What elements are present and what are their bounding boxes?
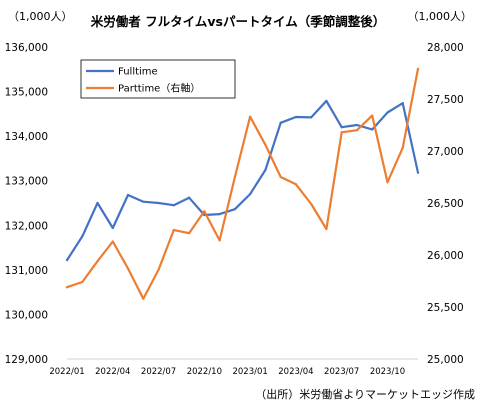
data-point-fulltime	[96, 201, 99, 205]
data-point-parttime	[142, 297, 145, 300]
data-point-parttime	[355, 129, 359, 132]
data-point-fulltime	[416, 171, 420, 174]
left-tick-label: 130,000	[5, 309, 48, 321]
data-point-fulltime	[355, 123, 359, 127]
x-tick-label: 2023/04	[278, 367, 313, 377]
data-point-parttime	[81, 280, 84, 284]
data-point-fulltime	[249, 192, 252, 196]
data-point-fulltime	[340, 126, 343, 129]
data-point-parttime	[233, 175, 236, 179]
data-point-fulltime	[126, 193, 130, 197]
data-point-parttime	[340, 131, 343, 134]
legend-label-fulltime: Fulltime	[118, 67, 158, 78]
data-point-fulltime	[279, 121, 282, 124]
x-tick-label: 2023/07	[324, 367, 359, 377]
data-point-fulltime	[371, 128, 374, 131]
right-tick-label: 25,000	[427, 354, 464, 366]
data-point-parttime	[416, 67, 420, 70]
data-point-fulltime	[81, 235, 84, 238]
data-point-fulltime	[218, 213, 221, 216]
left-tick-label: 129,000	[5, 354, 48, 366]
data-point-parttime	[65, 286, 69, 289]
x-tick-label: 2023/10	[370, 367, 405, 377]
data-point-fulltime	[386, 111, 389, 114]
series-layer	[65, 67, 420, 300]
data-point-parttime	[249, 115, 252, 118]
legend-label-parttime: Parttime（右軸）	[118, 82, 200, 95]
data-point-parttime	[279, 175, 282, 179]
data-point-fulltime	[142, 200, 145, 203]
series-line-fulltime	[65, 99, 420, 262]
data-point-parttime	[96, 260, 99, 263]
data-point-parttime	[111, 240, 114, 243]
data-point-fulltime	[111, 226, 114, 230]
x-tick-label: 2022/04	[95, 367, 130, 377]
data-point-parttime	[187, 232, 191, 235]
left-axis: 129,000 130,000 131,000 132,000 133,000 134,0…	[5, 42, 48, 366]
data-point-fulltime	[310, 116, 313, 119]
right-tick-label: 27,500	[427, 94, 464, 106]
legend: Fulltime Parttime（右軸）	[80, 59, 236, 99]
left-tick-label: 135,000	[5, 87, 48, 99]
data-point-fulltime	[65, 258, 69, 262]
right-tick-label: 25,500	[427, 302, 464, 314]
left-tick-label: 136,000	[5, 42, 48, 54]
right-axis: 25,000 25,500 26,000 26,500 27,000 27,500 28,0…	[427, 42, 464, 366]
source-note: （出所）米労働省よりマーケットエッジ作成	[255, 387, 475, 401]
right-tick-label: 26,500	[427, 198, 464, 210]
x-tick-label: 2022/01	[49, 367, 84, 377]
data-point-parttime	[218, 239, 221, 242]
data-point-parttime	[310, 202, 313, 206]
data-point-fulltime	[172, 204, 175, 207]
data-point-parttime	[157, 268, 160, 271]
left-tick-label: 132,000	[5, 220, 48, 232]
data-point-parttime	[126, 267, 130, 270]
data-point-parttime	[371, 114, 374, 117]
chart-title: 米労働者 フルタイムvsパートタイム（季節調整後）	[90, 14, 385, 29]
left-tick-label: 134,000	[5, 131, 48, 143]
right-tick-label: 27,000	[427, 146, 464, 158]
data-point-fulltime	[157, 201, 160, 205]
data-point-parttime	[325, 227, 328, 231]
right-tick-label: 26,000	[427, 250, 464, 262]
data-point-fulltime	[401, 102, 404, 105]
series-line-parttime	[65, 67, 420, 300]
data-point-parttime	[203, 210, 206, 213]
data-point-parttime	[386, 181, 389, 184]
x-axis: 2022/01 2022/04 2022/07 2022/10 2023/01 2023/…	[49, 367, 405, 377]
data-point-fulltime	[233, 208, 236, 211]
data-point-parttime	[172, 228, 175, 232]
left-tick-label: 131,000	[5, 265, 48, 277]
x-tick-label: 2022/10	[187, 367, 222, 377]
data-point-parttime	[294, 183, 298, 186]
data-point-fulltime	[325, 99, 328, 103]
data-point-parttime	[264, 143, 267, 146]
data-point-fulltime	[187, 196, 191, 199]
data-point-fulltime	[264, 168, 267, 172]
legend-box	[80, 59, 236, 99]
left-axis-unit: （1,000人）	[8, 10, 73, 23]
right-axis-unit: （1,000人）	[408, 10, 473, 23]
right-tick-label: 28,000	[427, 42, 464, 54]
x-tick-label: 2023/01	[232, 367, 267, 377]
left-tick-label: 133,000	[5, 176, 48, 188]
data-point-parttime	[401, 146, 404, 149]
x-tick-label: 2022/07	[141, 367, 176, 377]
data-point-fulltime	[294, 115, 298, 119]
